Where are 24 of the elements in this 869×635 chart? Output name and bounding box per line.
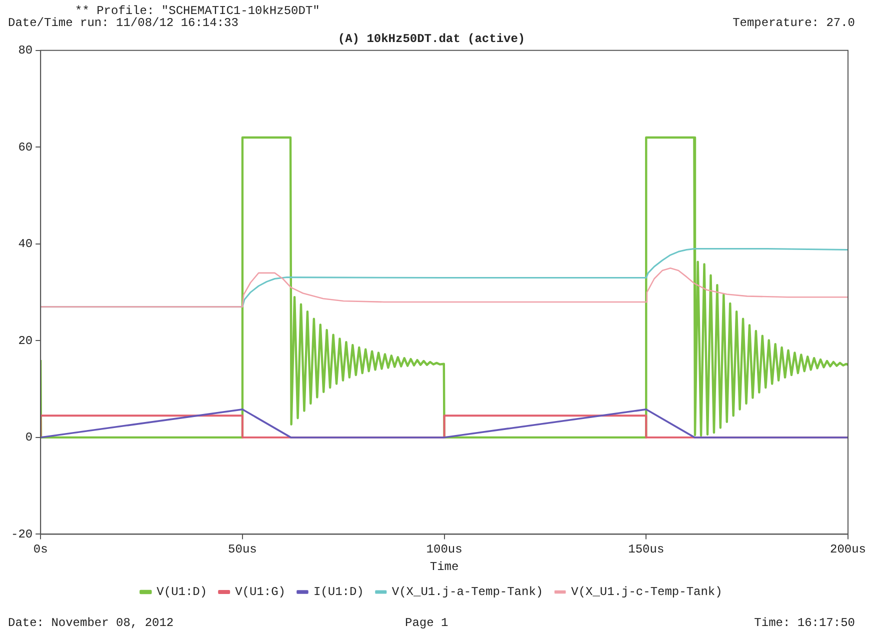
legend-label: V(X_U1.j-c-Temp-Tank)	[571, 585, 722, 600]
y-tick-label: -20	[10, 527, 33, 542]
chart-title: (A) 10kHz50DT.dat (active)	[338, 32, 526, 46]
text: Time: 16:17:50	[754, 616, 855, 630]
legend-label: V(U1:D)	[156, 585, 208, 600]
x-tick-label: 0s	[33, 542, 48, 557]
text: Date/Time run: 11/08/12 16:14:33	[8, 16, 238, 30]
text: Date: November 08, 2012	[8, 616, 174, 630]
y-tick-label: 0	[25, 430, 33, 445]
legend-label: V(X_U1.j-a-Temp-Tank)	[392, 585, 544, 600]
x-tick-label: 100us	[426, 542, 462, 557]
x-tick-label: 150us	[628, 542, 664, 557]
x-tick-label: 50us	[228, 542, 257, 557]
legend-label: V(U1:G)	[235, 585, 286, 600]
y-tick-label: 40	[18, 237, 33, 252]
x-tick-label: 200us	[830, 542, 866, 557]
y-tick-label: 20	[18, 334, 33, 348]
legend-label: I(U1:D)	[313, 585, 364, 600]
text: Temperature: 27.0	[732, 16, 855, 30]
y-tick-label: 80	[18, 44, 33, 58]
text: ** Profile: "SCHEMATIC1-10kHz50DT"	[75, 4, 320, 18]
text: Page 1	[405, 616, 448, 630]
y-tick-label: 60	[18, 140, 33, 154]
x-axis-title: Time	[430, 560, 459, 574]
